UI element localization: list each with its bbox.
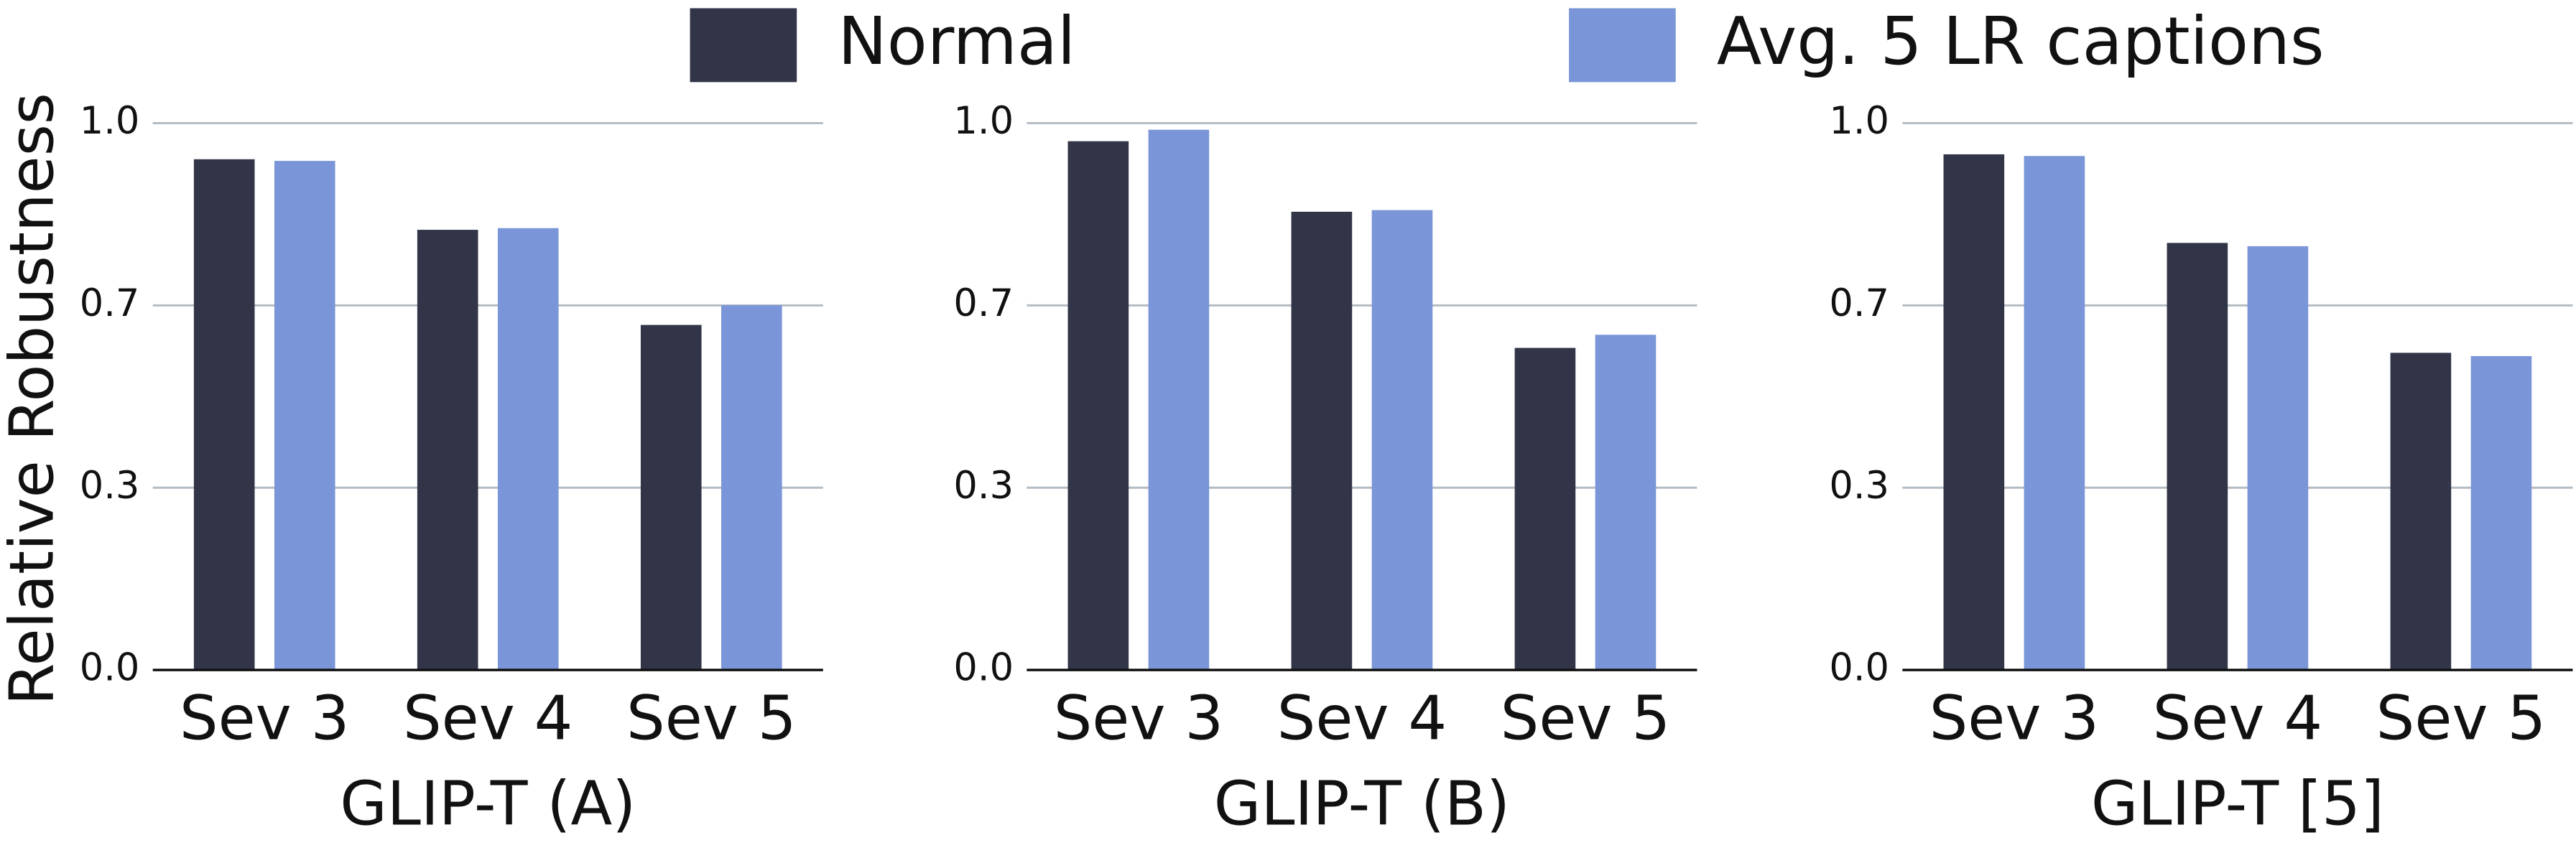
bar — [2167, 243, 2228, 671]
bar — [1514, 348, 1576, 671]
y-tick-label: 1.0 — [1829, 99, 1889, 143]
x-axis-label: GLIP-T (A) — [340, 768, 636, 839]
x-axis-label: GLIP-T [5] — [2091, 768, 2384, 839]
y-tick-label: 0.0 — [80, 646, 140, 690]
y-tick-label: 1.0 — [80, 99, 140, 143]
y-tick-label: 0.7 — [953, 281, 1014, 325]
bar — [193, 159, 255, 671]
bar — [1148, 129, 1210, 671]
bar — [2247, 246, 2309, 671]
legend-swatch — [1569, 8, 1676, 83]
bar — [640, 325, 702, 671]
y-tick-label: 0.3 — [1829, 464, 1889, 508]
x-tick-label: Sev 3 — [180, 683, 350, 754]
y-tick-label: 0.7 — [80, 281, 140, 325]
x-tick-label: Sev 4 — [2153, 683, 2323, 754]
x-tick-label: Sev 3 — [1054, 683, 1224, 754]
bar — [2390, 353, 2452, 671]
y-tick-label: 0.0 — [953, 646, 1014, 690]
y-tick-label: 0.7 — [1829, 281, 1889, 325]
x-tick-label: Sev 5 — [2376, 683, 2547, 754]
x-tick-label: Sev 5 — [1501, 683, 1671, 754]
y-tick-label: 1.0 — [953, 99, 1014, 143]
bar — [1291, 211, 1353, 671]
bar — [417, 230, 478, 671]
bar — [1067, 141, 1129, 671]
y-tick-label: 0.0 — [1829, 646, 1889, 690]
x-tick-label: Sev 4 — [403, 683, 573, 754]
x-tick-label: Sev 4 — [1277, 683, 1447, 754]
bar — [1595, 335, 1657, 671]
x-tick-label: Sev 3 — [1929, 683, 2100, 754]
y-axis-label: Relative Robustness — [0, 93, 68, 705]
bar — [2470, 355, 2532, 671]
x-tick-label: Sev 5 — [626, 683, 797, 754]
legend-label: Normal — [838, 3, 1075, 80]
bar — [274, 161, 335, 671]
bar — [497, 228, 559, 671]
legend-swatch — [690, 8, 797, 83]
legend-label: Avg. 5 LR captions — [1717, 3, 2325, 80]
bar — [1943, 154, 2005, 671]
bar — [2024, 156, 2085, 671]
bar — [721, 305, 782, 671]
y-tick-label: 0.3 — [953, 464, 1014, 508]
bar — [1371, 210, 1433, 671]
x-axis-label: GLIP-T (B) — [1214, 768, 1510, 839]
y-tick-label: 0.3 — [80, 464, 140, 508]
